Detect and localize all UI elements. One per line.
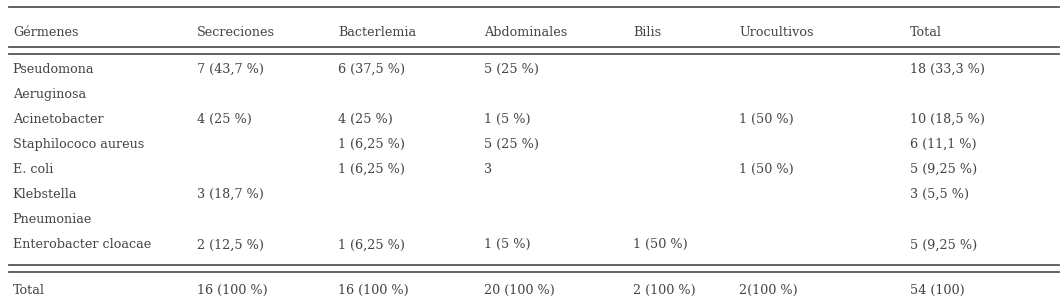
Text: Bacterlemia: Bacterlemia (338, 26, 416, 39)
Text: 2(100 %): 2(100 %) (739, 284, 798, 297)
Text: 18 (33,3 %): 18 (33,3 %) (910, 63, 984, 76)
Text: 3 (5,5 %): 3 (5,5 %) (910, 188, 969, 201)
Text: 4 (25 %): 4 (25 %) (338, 113, 394, 126)
Text: Acinetobacter: Acinetobacter (13, 113, 103, 126)
Text: Total: Total (910, 26, 942, 39)
Text: 4 (25 %): 4 (25 %) (197, 113, 252, 126)
Text: 3 (18,7 %): 3 (18,7 %) (197, 188, 264, 201)
Text: 16 (100 %): 16 (100 %) (338, 284, 409, 297)
Text: Klebstella: Klebstella (13, 188, 78, 201)
Text: 6 (11,1 %): 6 (11,1 %) (910, 138, 977, 151)
Text: 1 (50 %): 1 (50 %) (739, 113, 794, 126)
Text: Pseudomona: Pseudomona (13, 63, 95, 76)
Text: Gérmenes: Gérmenes (13, 26, 79, 39)
Text: 5 (25 %): 5 (25 %) (484, 63, 539, 76)
Text: Abdominales: Abdominales (484, 26, 567, 39)
Text: Total: Total (13, 284, 45, 297)
Text: Enterobacter cloacae: Enterobacter cloacae (13, 238, 151, 251)
Text: 6 (37,5 %): 6 (37,5 %) (338, 63, 405, 76)
Text: 1 (6,25 %): 1 (6,25 %) (338, 138, 405, 151)
Text: 5 (25 %): 5 (25 %) (484, 138, 539, 151)
Text: Bilis: Bilis (633, 26, 661, 39)
Text: 10 (18,5 %): 10 (18,5 %) (910, 113, 984, 126)
Text: E. coli: E. coli (13, 163, 53, 176)
Text: 5 (9,25 %): 5 (9,25 %) (910, 238, 977, 251)
Text: 1 (5 %): 1 (5 %) (484, 113, 531, 126)
Text: 1 (50 %): 1 (50 %) (633, 238, 687, 251)
Text: 2 (12,5 %): 2 (12,5 %) (197, 238, 264, 251)
Text: 7 (43,7 %): 7 (43,7 %) (197, 63, 264, 76)
Text: Pneumoniae: Pneumoniae (13, 213, 93, 226)
Text: 20 (100 %): 20 (100 %) (484, 284, 555, 297)
Text: Staphilococo aureus: Staphilococo aureus (13, 138, 144, 151)
Text: 2 (100 %): 2 (100 %) (633, 284, 696, 297)
Text: Secreciones: Secreciones (197, 26, 275, 39)
Text: 5 (9,25 %): 5 (9,25 %) (910, 163, 977, 176)
Text: 1 (6,25 %): 1 (6,25 %) (338, 163, 405, 176)
Text: 1 (5 %): 1 (5 %) (484, 238, 531, 251)
Text: 1 (6,25 %): 1 (6,25 %) (338, 238, 405, 251)
Text: 1 (50 %): 1 (50 %) (739, 163, 794, 176)
Text: Urocultivos: Urocultivos (739, 26, 814, 39)
Text: 3: 3 (484, 163, 493, 176)
Text: 16 (100 %): 16 (100 %) (197, 284, 267, 297)
Text: 54 (100): 54 (100) (910, 284, 964, 297)
Text: Aeruginosa: Aeruginosa (13, 88, 86, 101)
